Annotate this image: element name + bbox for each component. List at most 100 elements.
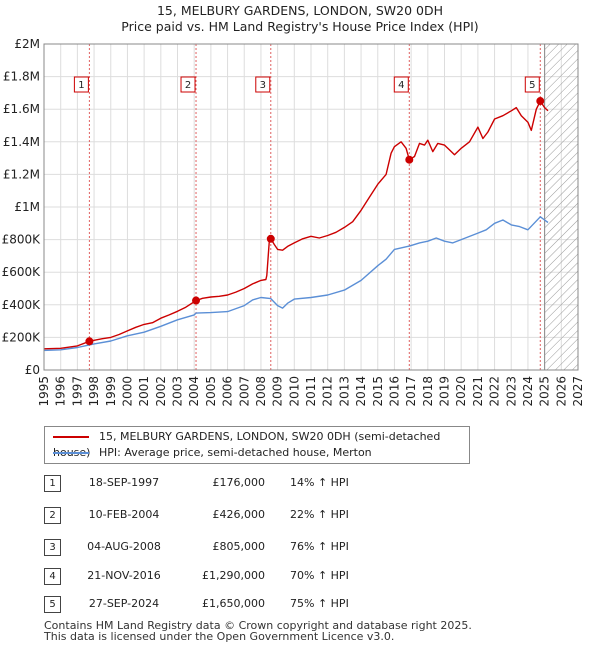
table-row: 2 10-FEB-2004 £426,000 22% ↑ HPI [0, 506, 600, 524]
sale-marker-label: 1 [78, 80, 84, 91]
x-tick-label: 2025 [538, 376, 552, 407]
y-tick-label: £200K [2, 330, 42, 344]
sale-date: 27-SEP-2024 [88, 597, 160, 610]
x-tick-label: 2013 [337, 376, 351, 407]
x-tick-label: 2000 [120, 376, 134, 407]
sale-hpi-diff: 14% ↑ HPI [290, 476, 349, 489]
sale-marker-label: 3 [260, 80, 266, 91]
sale-price: £805,000 [212, 540, 266, 553]
sale-point [192, 296, 201, 305]
sale-marker-label: 2 [185, 80, 191, 91]
x-tick-label: 2004 [187, 376, 201, 407]
x-tick-label: 2001 [137, 376, 151, 407]
footer-licence: This data is licensed under the Open Gov… [44, 630, 395, 643]
sale-hpi-diff: 70% ↑ HPI [290, 569, 349, 582]
legend-swatch-hpi [53, 452, 89, 454]
plot-border [43, 43, 579, 371]
x-tick-label: 1995 [37, 376, 51, 407]
table-row: 3 04-AUG-2008 £805,000 76% ↑ HPI [0, 538, 600, 556]
x-tick-label: 2009 [271, 376, 285, 407]
property-price-line [43, 100, 549, 350]
sale-marker-box [180, 76, 196, 93]
y-tick-label: £800K [2, 233, 42, 247]
x-tick-label: 2012 [321, 376, 335, 407]
x-tick-label: 2022 [488, 376, 502, 407]
y-tick-label: £1M [14, 200, 40, 214]
sale-price: £426,000 [212, 508, 266, 521]
x-tick-label: 2026 [554, 376, 568, 407]
table-row: 1 18-SEP-1997 £176,000 14% ↑ HPI [0, 474, 600, 492]
y-tick-label: £1.4M [3, 135, 40, 149]
sale-number-badge: 3 [44, 539, 61, 556]
x-tick-label: 2006 [221, 376, 235, 407]
x-tick-label: 1999 [104, 376, 118, 407]
sale-date: 21-NOV-2016 [87, 569, 161, 582]
y-tick-label: £1.2M [3, 167, 40, 181]
x-tick-label: 2027 [571, 376, 585, 407]
legend-item-hpi: HPI: Average price, semi-detached house,… [53, 445, 372, 461]
forecast-hatch [544, 44, 578, 370]
y-tick-label: £2M [14, 37, 40, 51]
table-row: 4 21-NOV-2016 £1,290,000 70% ↑ HPI [0, 567, 600, 585]
sale-date: 04-AUG-2008 [87, 540, 161, 553]
x-tick-label: 2003 [171, 376, 185, 407]
x-tick-label: 2018 [421, 376, 435, 407]
x-tick-label: 2008 [254, 376, 268, 407]
sale-point [536, 97, 545, 106]
sale-point [266, 234, 275, 243]
sale-number-badge: 4 [44, 568, 61, 585]
y-tick-label: £0 [25, 363, 40, 377]
x-tick-label: 2007 [237, 376, 251, 407]
footer: Contains HM Land Registry data © Crown c… [44, 620, 472, 642]
x-tick-label: 2021 [471, 376, 485, 407]
x-tick-label: 1997 [70, 376, 84, 407]
sale-number-badge: 2 [44, 507, 61, 524]
sale-marker-box [73, 76, 89, 93]
chart-title: 15, MELBURY GARDENS, LONDON, SW20 0DH [156, 3, 444, 18]
sale-point [405, 155, 414, 164]
sale-number-badge: 1 [44, 475, 61, 492]
footer-copyright: Contains HM Land Registry data © Crown c… [44, 619, 472, 632]
sale-hpi-diff: 76% ↑ HPI [290, 540, 349, 553]
x-tick-label: 2016 [387, 376, 401, 407]
x-tick-label: 2024 [521, 376, 535, 407]
sale-hpi-diff: 22% ↑ HPI [290, 508, 349, 521]
legend-swatch-property [53, 436, 89, 438]
y-tick-label: £1.6M [3, 102, 40, 116]
chart-subtitle: Price paid vs. HM Land Registry's House … [121, 19, 479, 34]
x-tick-label: 2010 [287, 376, 301, 407]
sale-hpi-diff: 75% ↑ HPI [290, 597, 349, 610]
sale-marker-box [393, 76, 409, 93]
sale-date: 10-FEB-2004 [88, 508, 160, 521]
table-row: 5 27-SEP-2024 £1,650,000 75% ↑ HPI [0, 595, 600, 613]
sale-price: £176,000 [212, 476, 266, 489]
sale-marker-label: 5 [529, 80, 535, 91]
sale-number-badge: 5 [44, 596, 61, 613]
y-tick-label: £600K [2, 265, 42, 279]
x-tick-label: 2017 [404, 376, 418, 407]
sale-point [85, 337, 94, 346]
hpi-line [43, 216, 549, 352]
sale-date: 18-SEP-1997 [88, 476, 160, 489]
legend-label-hpi: HPI: Average price, semi-detached house,… [99, 446, 372, 459]
y-tick-label: £1.8M [3, 70, 40, 84]
x-tick-label: 2005 [204, 376, 218, 407]
legend: 15, MELBURY GARDENS, LONDON, SW20 0DH (s… [44, 426, 470, 464]
x-tick-label: 2011 [304, 376, 318, 407]
sale-price: £1,650,000 [202, 597, 265, 610]
y-tick-label: £400K [2, 298, 42, 312]
x-tick-label: 2023 [504, 376, 518, 407]
x-tick-label: 1996 [54, 376, 68, 407]
sale-price: £1,290,000 [202, 569, 265, 582]
x-tick-label: 1998 [87, 376, 101, 407]
legend-item-property: 15, MELBURY GARDENS, LONDON, SW20 0DH (s… [53, 429, 469, 459]
sale-marker-box [255, 76, 271, 93]
x-tick-label: 2002 [154, 376, 168, 407]
x-tick-label: 2014 [354, 376, 368, 407]
x-tick-label: 2019 [438, 376, 452, 407]
x-tick-label: 2015 [371, 376, 385, 407]
sale-marker-box [524, 76, 540, 93]
x-tick-label: 2020 [454, 376, 468, 407]
sale-marker-label: 4 [398, 80, 404, 91]
